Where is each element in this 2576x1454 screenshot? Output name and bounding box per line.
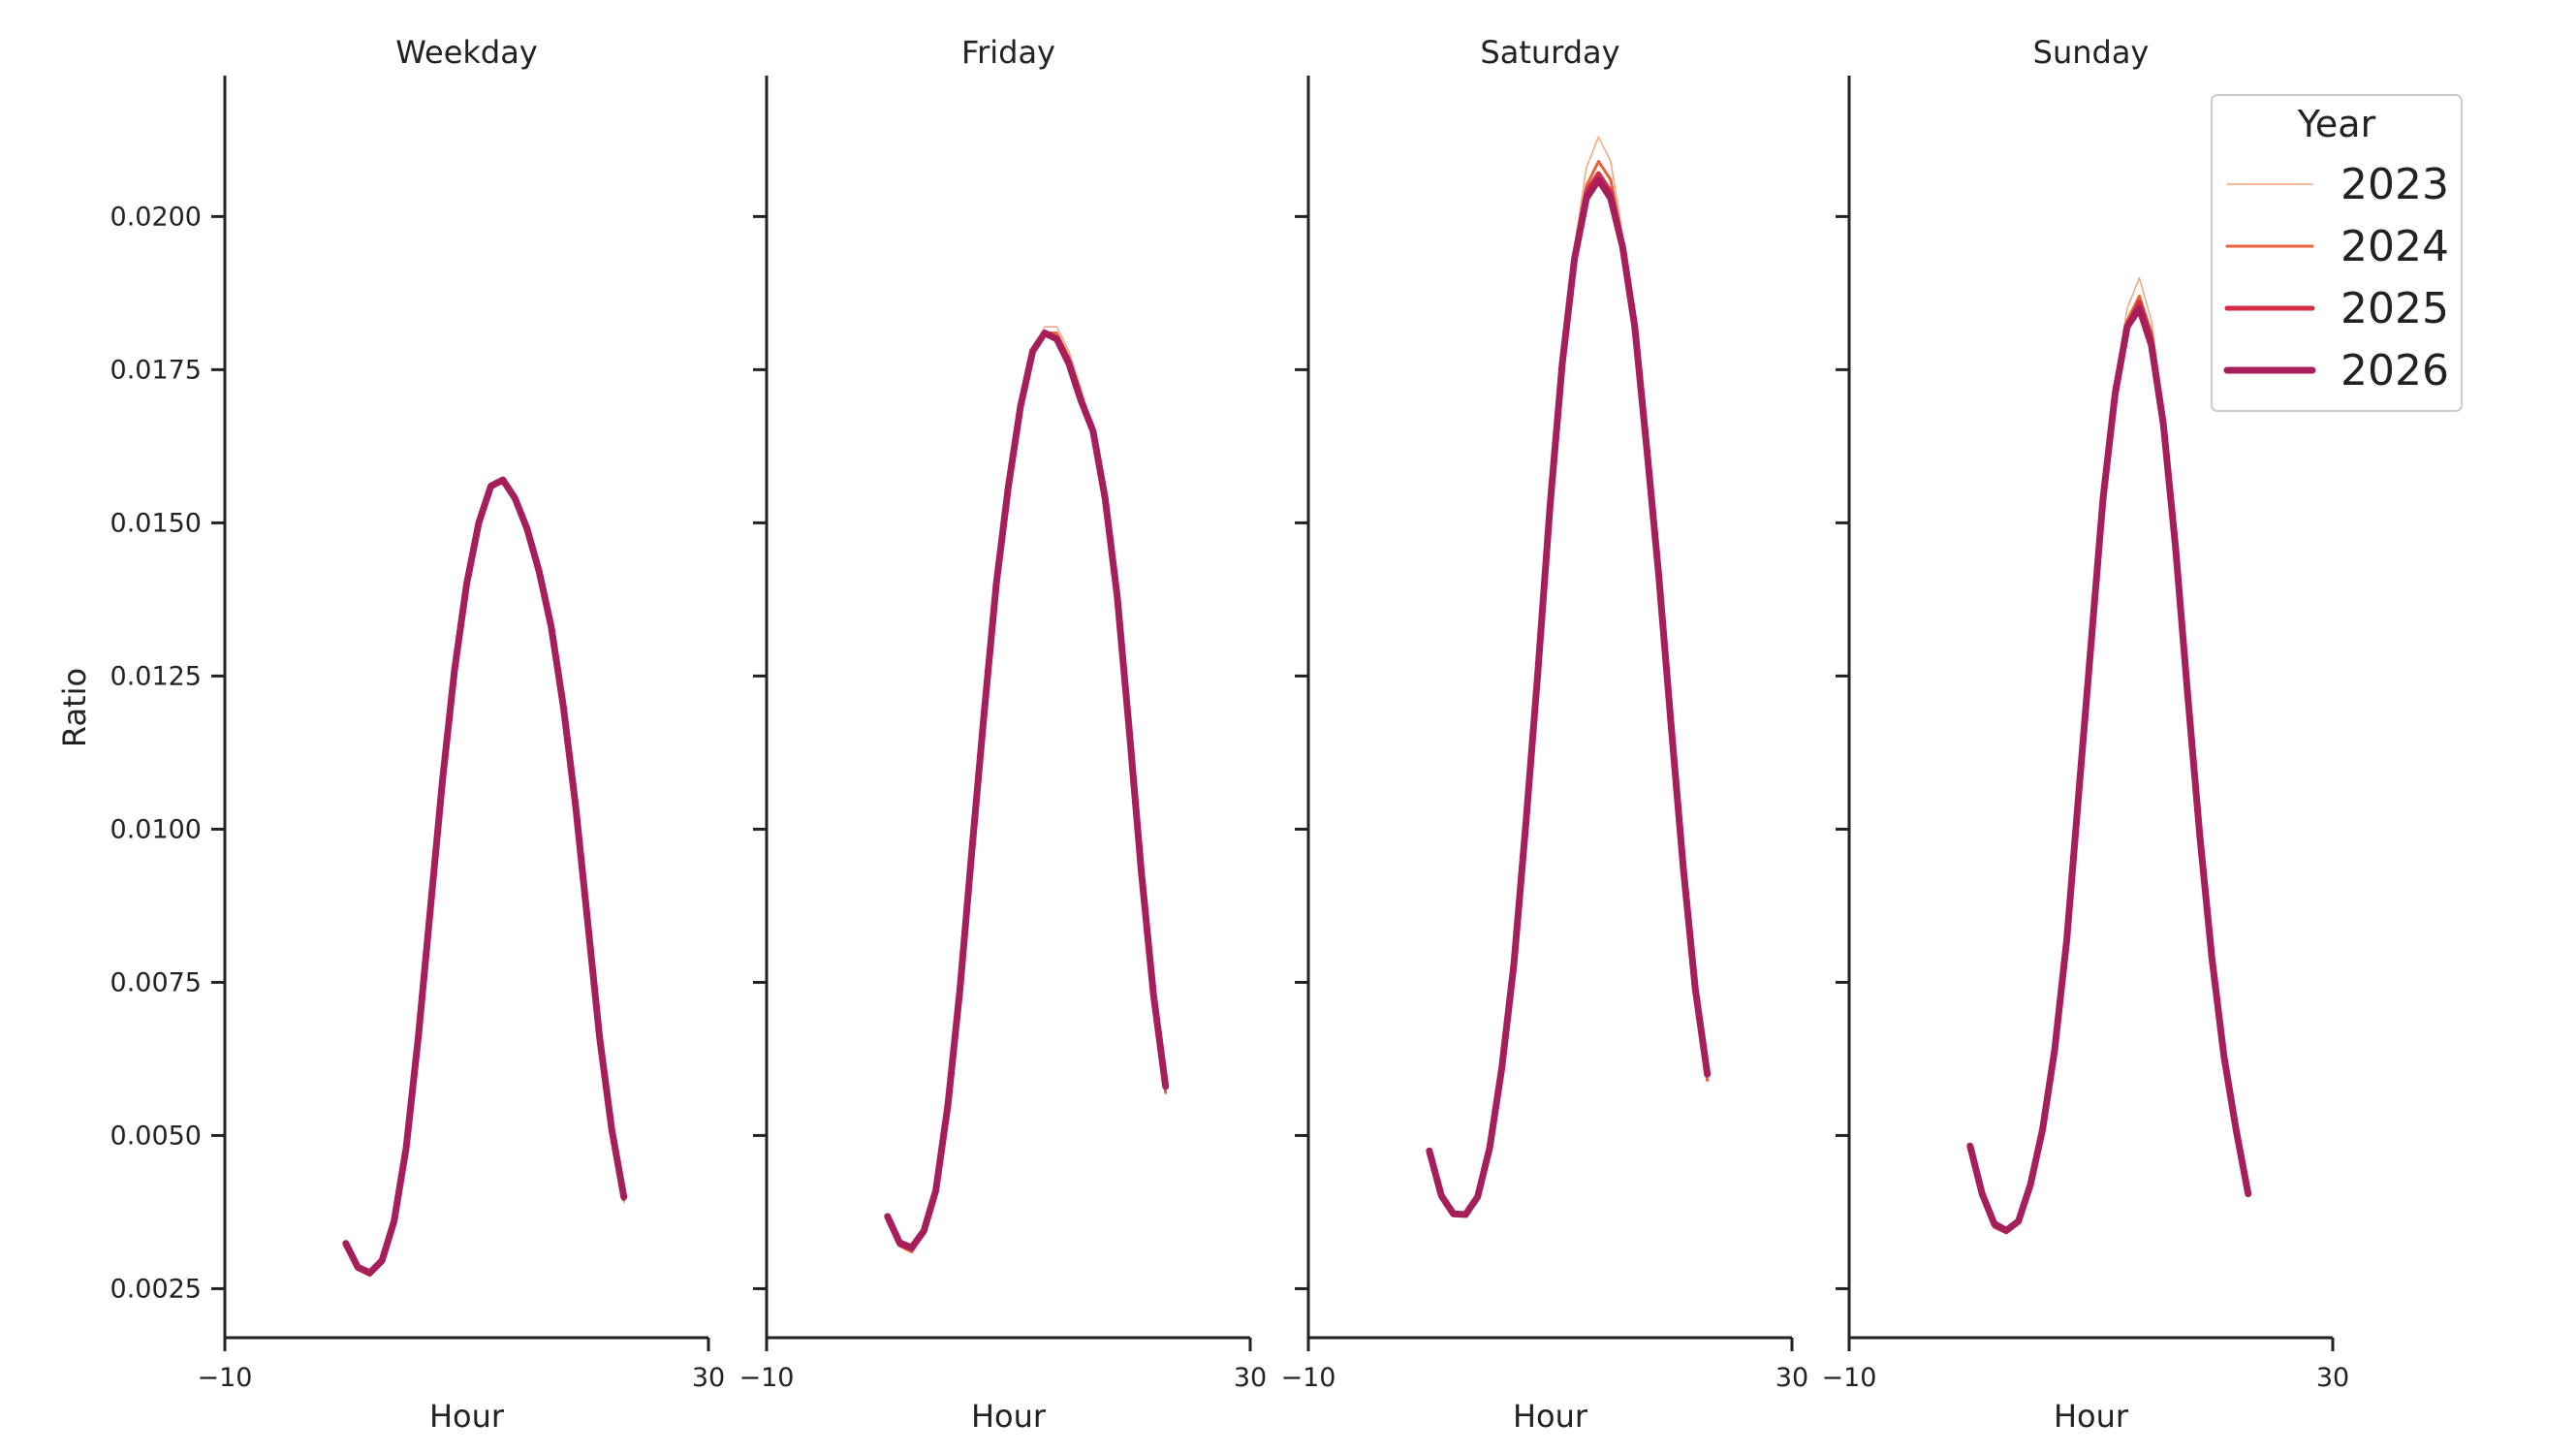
series-line-2024 (886, 332, 1168, 1253)
series-line-2026 (1966, 304, 2252, 1234)
x-axis-label: Hour (1513, 1398, 1588, 1435)
y-tick-label: 0.0050 (110, 1121, 202, 1151)
series-line-2023 (887, 326, 1167, 1253)
x-tick-label: −10 (198, 1363, 253, 1393)
y-tick-label: 0.0150 (110, 508, 202, 538)
panel-title: Sunday (2033, 34, 2150, 71)
y-tick-label: 0.0200 (110, 202, 202, 232)
legend-title: Year (2297, 103, 2376, 145)
panels-layer: Weekday 0.0025 0.0050 0.0075 0.0100 0.0125 0.0… (110, 34, 2350, 1435)
legend-entry-2023: 2023 (2340, 160, 2449, 209)
y-tick-label: 0.0125 (110, 661, 202, 691)
panel-title: Saturday (1480, 34, 1619, 71)
series-line-2025 (885, 331, 1169, 1251)
y-tick-label: 0.0100 (110, 814, 202, 844)
panel-friday: Friday −10 30 Hour (739, 34, 1268, 1435)
panel-weekday: Weekday 0.0025 0.0050 0.0075 0.0100 0.0125 0.0… (110, 34, 726, 1435)
x-tick-label: −10 (1822, 1363, 1877, 1393)
series-line-2026 (342, 476, 628, 1277)
panel-sunday: Sunday −10 30 Hour (1822, 34, 2350, 1435)
panel-title: Weekday (395, 34, 538, 71)
series-line-2026 (1426, 175, 1712, 1218)
legend-entry-2024: 2024 (2340, 222, 2449, 271)
y-axis-label: Ratio (56, 668, 93, 747)
panel-saturday: Saturday −10 30 Hour (1281, 34, 1809, 1435)
legend-entry-2026: 2026 (2340, 346, 2449, 395)
x-axis-label: Hour (2054, 1398, 2129, 1435)
legend-entry-2025: 2025 (2340, 284, 2449, 333)
y-tick-label: 0.0075 (110, 967, 202, 997)
y-tick-label: 0.0175 (110, 355, 202, 385)
x-tick-label: 30 (1775, 1363, 1808, 1393)
x-tick-label: −10 (739, 1363, 795, 1393)
x-axis-label: Hour (429, 1398, 505, 1435)
x-axis-label: Hour (971, 1398, 1047, 1435)
x-tick-label: −10 (1281, 1363, 1336, 1393)
legend-frame (2211, 94, 2463, 412)
x-tick-label: 30 (1234, 1363, 1267, 1393)
series-line-2026 (884, 330, 1170, 1251)
legend: Year 2023 2024 2025 2026 (2211, 94, 2463, 412)
x-tick-label: 30 (2316, 1363, 2349, 1393)
x-tick-label: 30 (692, 1363, 725, 1393)
y-tick-label: 0.0025 (110, 1274, 202, 1304)
panel-title: Friday (961, 34, 1055, 71)
